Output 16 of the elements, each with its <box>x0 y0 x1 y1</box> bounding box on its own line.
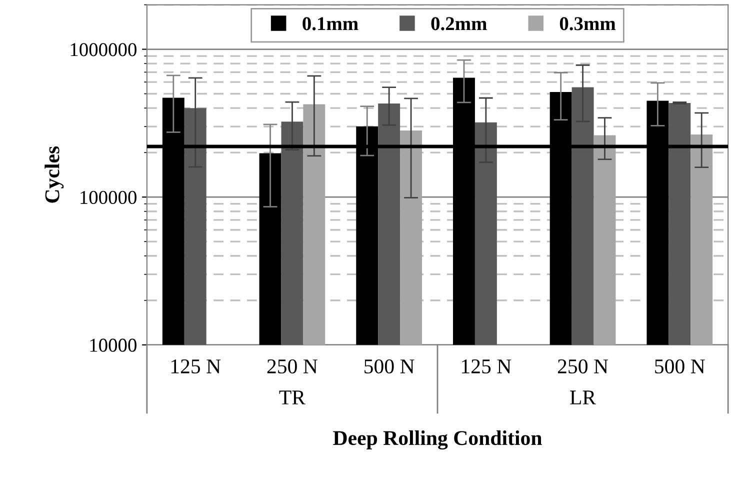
x-tick-label: 500 N <box>655 359 705 374</box>
x-tick-label: 250 N <box>558 359 608 374</box>
y-tick-label: 1000000 <box>70 43 136 56</box>
text: TR <box>279 390 306 404</box>
x-tick-label: 125 N <box>171 359 221 374</box>
y-tick-label: 100000 <box>80 190 136 204</box>
legend-label: 0.3mm <box>560 17 616 30</box>
y-tick-label: 10000 <box>90 338 136 352</box>
x-axis-title: Deep Rolling Condition <box>333 430 542 450</box>
x-tick-label: 125 N <box>462 359 512 374</box>
x-tick-label: 500 N <box>364 359 414 374</box>
text: LR <box>570 390 596 404</box>
y-axis-title: Cycles <box>44 146 64 203</box>
legend-label: 0.1mm <box>302 17 358 30</box>
legend-label: 0.2mm <box>431 17 487 30</box>
x-tick-label: 250 N <box>267 359 318 374</box>
